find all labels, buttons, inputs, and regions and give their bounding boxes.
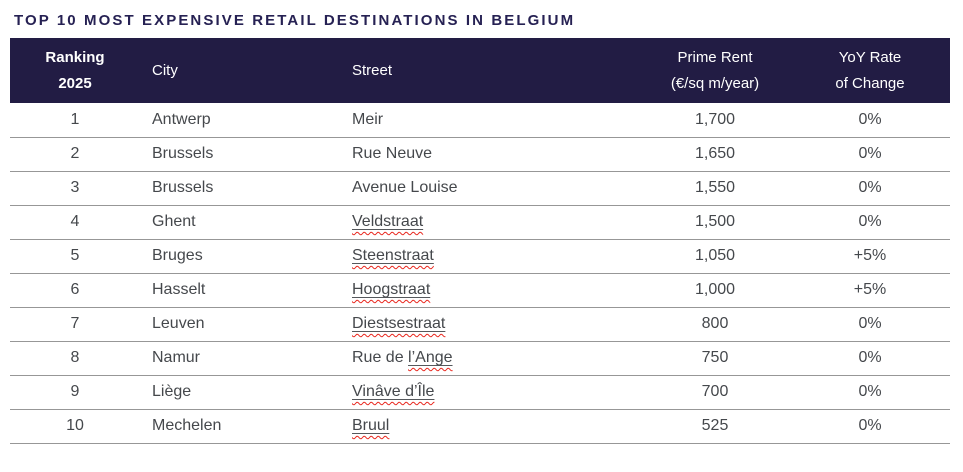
yoy-cell: 0%	[790, 171, 950, 206]
table-row: 8 Namur Rue de l’Ange 750 0%	[10, 341, 950, 376]
header-yoy-line1: YoY Rate	[838, 49, 902, 66]
rent-cell: 1,500	[640, 205, 790, 240]
rank-cell: 1	[10, 103, 140, 138]
street-misspelled-inner: Bruul	[352, 417, 390, 434]
header-yoy: YoY Rate of Change	[790, 38, 950, 103]
yoy-cell: 0%	[790, 409, 950, 444]
header-street: Street	[340, 38, 640, 103]
city-cell: Ghent	[140, 205, 340, 240]
yoy-cell: 0%	[790, 341, 950, 376]
table-row: 3 Brussels Avenue Louise 1,550 0%	[10, 171, 950, 206]
table-row: 1 Antwerp Meir 1,700 0%	[10, 103, 950, 138]
table-row: 6 Hasselt Hoogstraat 1,000 +5%	[10, 273, 950, 308]
street-misspelled-inner: Vinâve d’Île	[352, 383, 435, 400]
street-cell: Diestsestraat	[340, 307, 640, 342]
table-row: 9 Liège Vinâve d’Île 700 0%	[10, 375, 950, 410]
street-misspelled-text: Diestsestraat	[352, 315, 445, 332]
rent-cell: 750	[640, 341, 790, 376]
street-misspelled-inner: Steenstraat	[352, 247, 434, 264]
page-title: TOP 10 MOST EXPENSIVE RETAIL DESTINATION…	[14, 12, 576, 29]
header-prime-rent-line1: Prime Rent	[677, 49, 753, 66]
rent-cell: 1,650	[640, 137, 790, 172]
rank-cell: 9	[10, 375, 140, 410]
street-cell: Hoogstraat	[340, 273, 640, 308]
rent-cell: 1,000	[640, 273, 790, 308]
table-row: 10 Mechelen Bruul 525 0%	[10, 409, 950, 444]
city-cell: Namur	[140, 341, 340, 376]
yoy-cell: 0%	[790, 307, 950, 342]
street-misspelled-text: Vinâve d’Île	[352, 383, 434, 400]
yoy-cell: +5%	[790, 239, 950, 274]
header-ranking-line2: 2025	[58, 74, 92, 92]
street-misspelled-text: l’Ange	[408, 349, 452, 366]
rent-cell: 1,700	[640, 103, 790, 138]
rent-cell: 1,050	[640, 239, 790, 274]
rank-cell: 3	[10, 171, 140, 206]
table-row: 7 Leuven Diestsestraat 800 0%	[10, 307, 950, 342]
header-prime-rent: Prime Rent (€/sq m/year)	[640, 38, 790, 103]
header-prime-rent-line2: (€/sq m/year)	[670, 74, 760, 92]
rent-cell: 700	[640, 375, 790, 410]
street-misspelled-inner: l’Ange	[408, 349, 453, 366]
table-header-row: Ranking 2025 City Street Prime Rent (€/s…	[10, 38, 950, 103]
header-ranking: Ranking 2025	[10, 38, 140, 103]
city-cell: Antwerp	[140, 103, 340, 138]
yoy-cell: 0%	[790, 375, 950, 410]
city-cell: Leuven	[140, 307, 340, 342]
rank-cell: 10	[10, 409, 140, 444]
street-misspelled-inner: Hoogstraat	[352, 281, 431, 298]
city-cell: Hasselt	[140, 273, 340, 308]
header-ranking-line1: Ranking	[45, 49, 105, 66]
rank-cell: 6	[10, 273, 140, 308]
street-misspelled-text: Bruul	[352, 417, 389, 434]
street-cell: Avenue Louise	[340, 171, 640, 206]
rank-cell: 4	[10, 205, 140, 240]
street-cell: Vinâve d’Île	[340, 375, 640, 410]
rent-cell: 1,550	[640, 171, 790, 206]
rent-cell: 800	[640, 307, 790, 342]
street-misspelled-text: Steenstraat	[352, 247, 434, 264]
yoy-cell: +5%	[790, 273, 950, 308]
rank-cell: 5	[10, 239, 140, 274]
street-cell: Meir	[340, 103, 640, 138]
table-body: 1 Antwerp Meir 1,700 0% 2 Brussels Rue N…	[10, 103, 950, 444]
street-cell: Veldstraat	[340, 205, 640, 240]
table-row: 2 Brussels Rue Neuve 1,650 0%	[10, 137, 950, 172]
header-yoy-line2: of Change	[835, 74, 905, 92]
table-row: 4 Ghent Veldstraat 1,500 0%	[10, 205, 950, 240]
street-misspelled-inner: Veldstraat	[352, 213, 424, 230]
city-cell: Brussels	[140, 137, 340, 172]
street-cell: Rue Neuve	[340, 137, 640, 172]
street-cell: Steenstraat	[340, 239, 640, 274]
street-cell: Bruul	[340, 409, 640, 444]
rent-cell: 525	[640, 409, 790, 444]
city-cell: Brussels	[140, 171, 340, 206]
yoy-cell: 0%	[790, 137, 950, 172]
street-misspelled-text: Veldstraat	[352, 213, 423, 230]
rank-cell: 7	[10, 307, 140, 342]
street-cell: Rue de l’Ange	[340, 341, 640, 376]
street-misspelled-text: Hoogstraat	[352, 281, 430, 298]
street-text: Avenue Louise	[352, 179, 458, 196]
yoy-cell: 0%	[790, 205, 950, 240]
city-cell: Liège	[140, 375, 340, 410]
header-city: City	[140, 38, 340, 103]
rank-cell: 8	[10, 341, 140, 376]
street-text: Meir	[352, 110, 384, 128]
yoy-cell: 0%	[790, 103, 950, 138]
street-text: Rue Neuve	[352, 145, 433, 162]
rank-cell: 2	[10, 137, 140, 172]
street-misspelled-inner: Diestsestraat	[352, 315, 446, 332]
street-text: Rue de	[352, 349, 409, 366]
table-row: 5 Bruges Steenstraat 1,050 +5%	[10, 239, 950, 274]
city-cell: Mechelen	[140, 409, 340, 444]
retail-destinations-table: Ranking 2025 City Street Prime Rent (€/s…	[10, 38, 950, 444]
city-cell: Bruges	[140, 239, 340, 274]
